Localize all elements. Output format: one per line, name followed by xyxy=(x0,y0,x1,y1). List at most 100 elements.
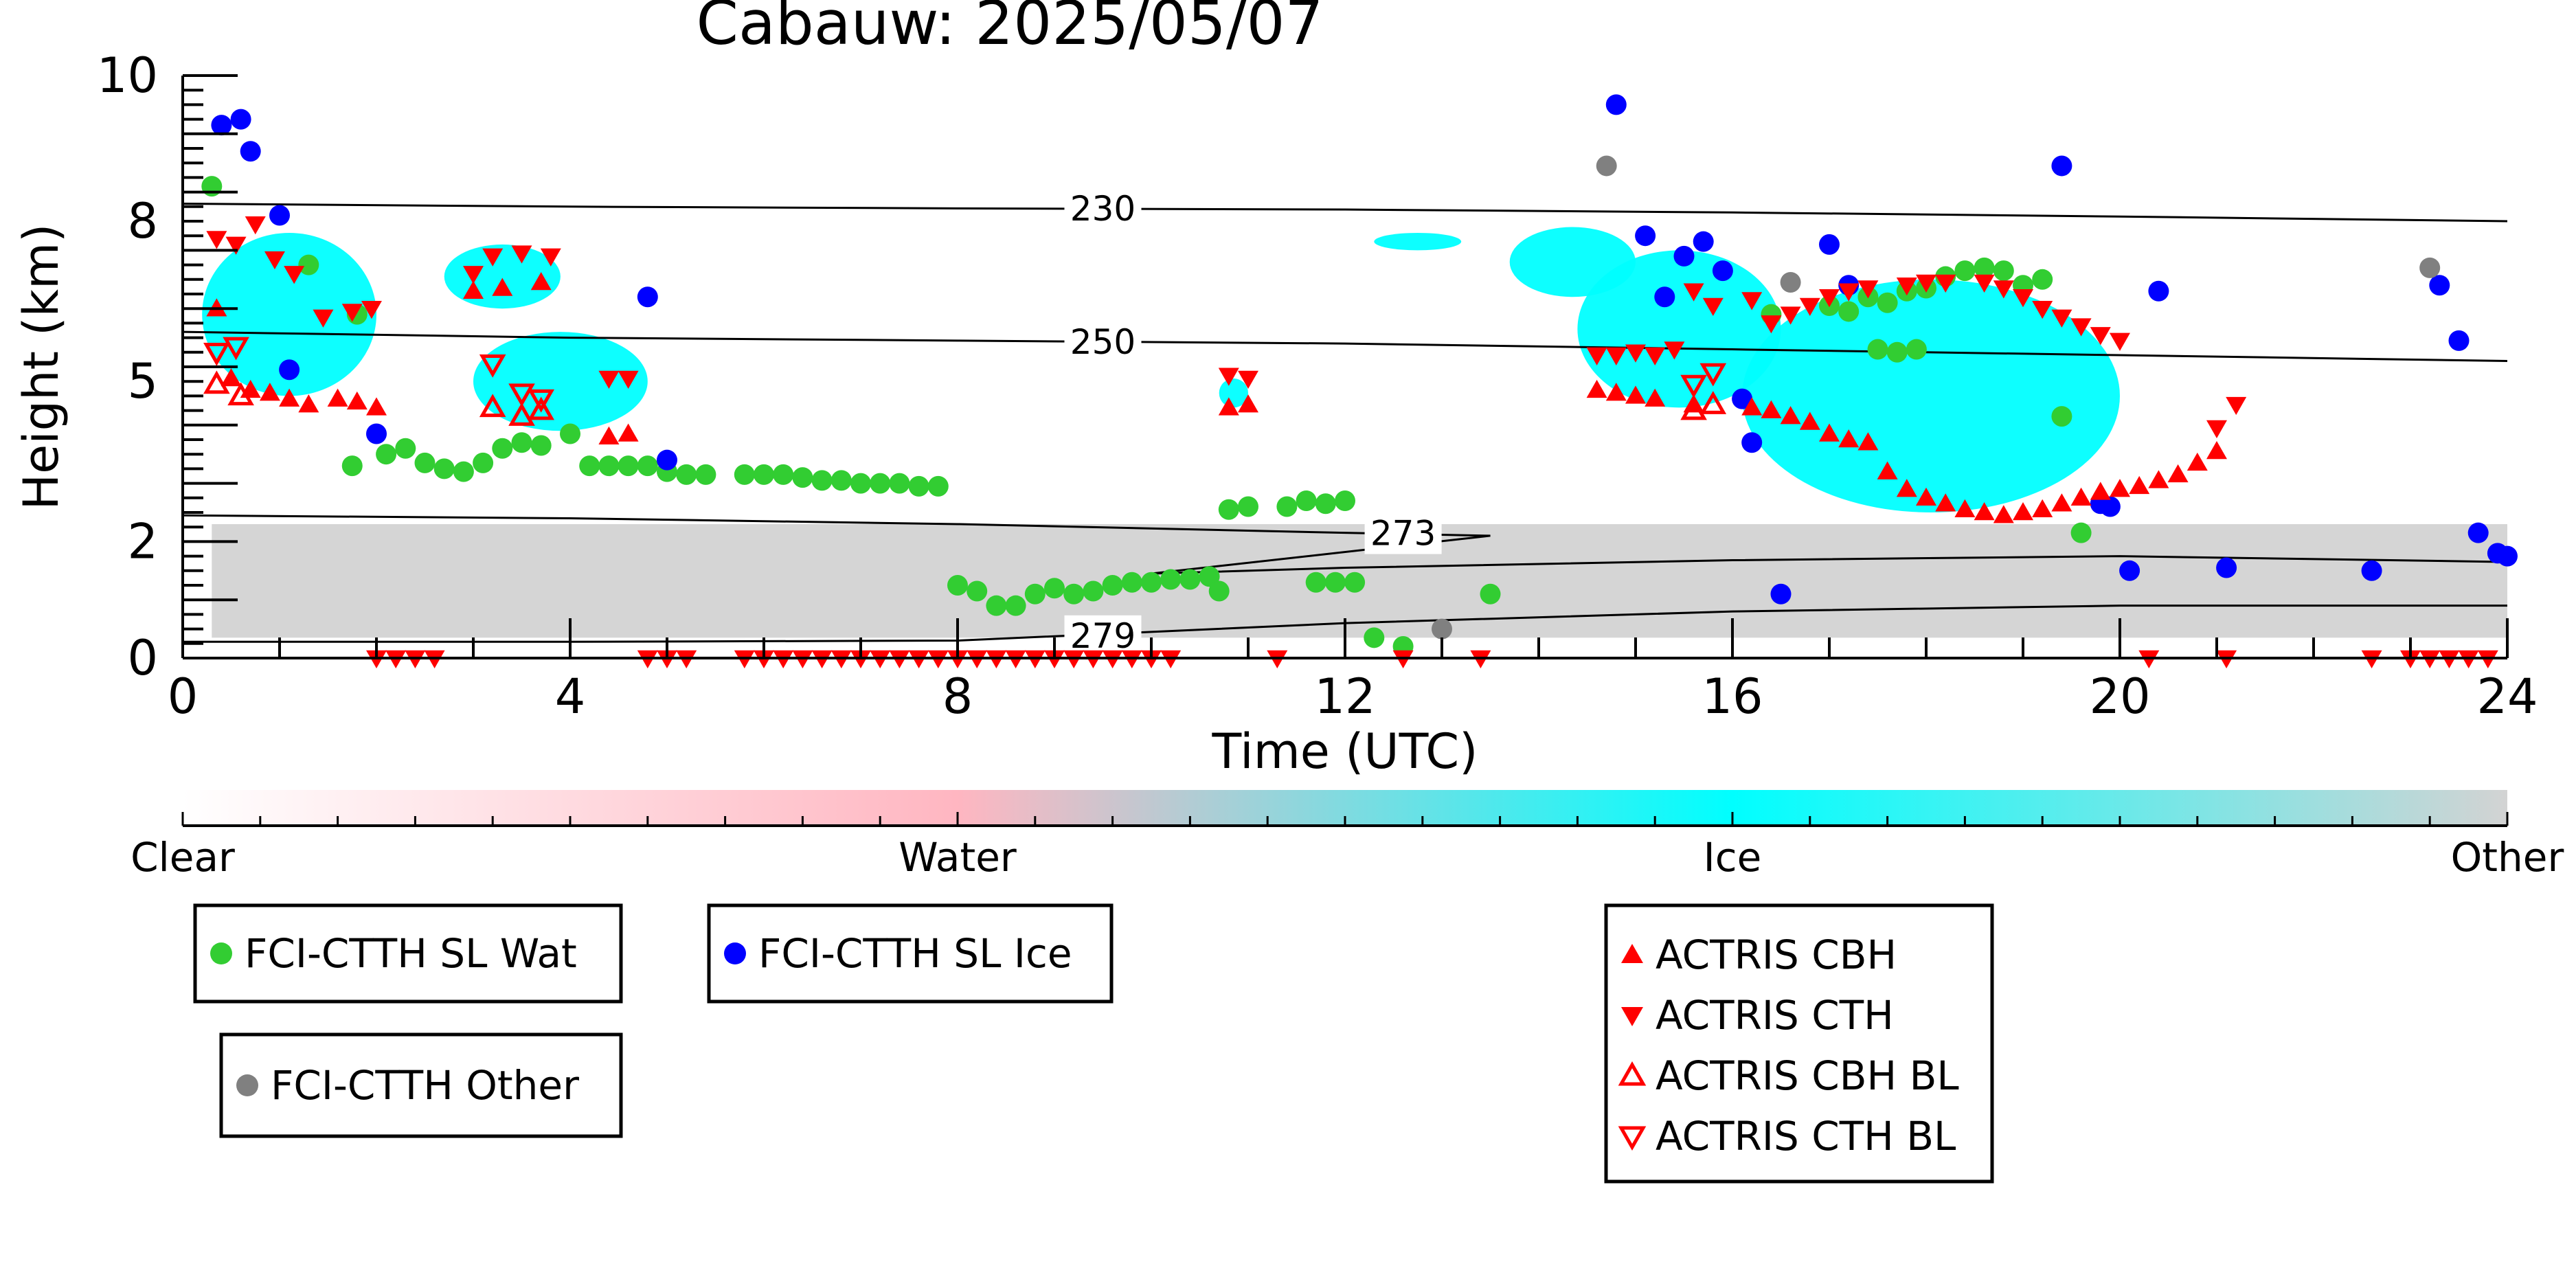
data-point xyxy=(1819,423,1840,442)
data-point xyxy=(1886,341,1908,363)
data-point xyxy=(1770,583,1792,605)
data-point xyxy=(298,254,319,275)
data-point xyxy=(1896,479,1917,497)
data-point xyxy=(1605,383,1627,401)
cloud-region-1 xyxy=(202,232,376,396)
contour-label-279: 279 xyxy=(1070,616,1136,656)
series-actris-surface xyxy=(366,650,2498,668)
data-point xyxy=(2090,482,2111,500)
data-point xyxy=(473,452,494,473)
contour-label-bg xyxy=(1364,512,1442,554)
data-point xyxy=(1974,502,1995,521)
contour-label-bg xyxy=(1064,615,1142,657)
data-point xyxy=(1625,385,1646,404)
x-tick-label: 12 xyxy=(1314,668,1375,725)
data-point xyxy=(1160,569,1182,590)
data-point xyxy=(908,475,929,497)
data-point xyxy=(2090,327,2111,346)
data-point xyxy=(657,449,677,471)
data-point xyxy=(1238,496,1258,517)
data-point xyxy=(1819,289,1840,308)
data-point xyxy=(831,470,852,491)
data-point xyxy=(1664,341,1685,360)
cloud-region-4 xyxy=(1219,378,1248,408)
colorbar-label-other: Other xyxy=(2451,834,2564,881)
data-point xyxy=(298,394,319,413)
data-point xyxy=(492,438,513,459)
legend-box-2: FCI-CTTH SL Ice xyxy=(707,903,1114,1004)
data-point xyxy=(1645,347,1666,366)
data-point xyxy=(206,231,227,249)
data-point xyxy=(528,389,555,413)
data-point xyxy=(695,464,716,485)
data-point xyxy=(1761,315,1782,334)
data-point xyxy=(2051,406,2072,427)
data-point xyxy=(889,473,910,494)
data-point xyxy=(1335,490,1355,512)
data-point xyxy=(1364,627,1385,648)
data-point xyxy=(1683,283,1704,302)
data-point xyxy=(1954,260,1976,282)
data-point xyxy=(1702,297,1724,316)
colorbar-label-water: Water xyxy=(899,834,1017,881)
data-point xyxy=(1693,231,1714,252)
data-point xyxy=(1780,306,1801,325)
data-point xyxy=(2361,560,2382,581)
plot-axes: 0 4 8 12 16 20 24 0 2 5 8 10 xyxy=(97,47,2538,725)
contour-label-273: 273 xyxy=(1370,514,1436,554)
data-point xyxy=(511,245,532,264)
legend-frame xyxy=(1604,903,1994,1184)
data-point xyxy=(1974,257,1995,278)
data-point xyxy=(259,383,280,401)
data-point xyxy=(2206,440,2227,460)
data-point xyxy=(1044,578,1065,599)
data-point xyxy=(850,473,871,494)
data-point xyxy=(1732,388,1753,409)
data-point xyxy=(2129,475,2150,495)
data-point xyxy=(1179,569,1201,590)
data-point xyxy=(1480,583,1501,605)
series-fci-ctth-sl-ice xyxy=(211,94,2518,605)
data-point xyxy=(1324,572,1346,593)
data-point xyxy=(734,464,755,485)
data-point xyxy=(240,141,261,162)
legend-label: FCI-CTTH SL Wat xyxy=(245,930,577,977)
data-point xyxy=(1673,245,1695,267)
legend-frame xyxy=(193,903,623,1004)
data-point xyxy=(395,438,416,459)
data-point xyxy=(2448,330,2470,351)
data-point xyxy=(1741,397,1763,416)
data-point xyxy=(2070,318,2092,337)
series-actris-cth-bl xyxy=(203,337,1727,413)
colorbar-ticks xyxy=(181,812,2509,826)
x-tick-label: 4 xyxy=(555,668,586,725)
data-point xyxy=(2206,420,2227,439)
data-point xyxy=(1916,487,1936,506)
data-point xyxy=(2110,332,2130,351)
data-point xyxy=(618,370,639,389)
cloud-mask-layer xyxy=(202,227,2507,638)
data-point xyxy=(530,435,552,456)
data-point xyxy=(2497,545,2518,567)
data-point xyxy=(366,423,387,444)
data-point xyxy=(2110,479,2130,497)
data-point xyxy=(2119,560,2140,581)
data-point xyxy=(284,266,305,284)
data-point xyxy=(221,368,242,387)
data-point xyxy=(927,475,949,497)
legend-marker xyxy=(1621,1007,1643,1026)
data-point xyxy=(482,248,504,267)
legend-label: ACTRIS CBH BL xyxy=(1656,1052,1959,1099)
data-point xyxy=(227,382,254,406)
data-point xyxy=(2148,470,2169,488)
data-point xyxy=(637,455,658,477)
data-point xyxy=(1218,368,1239,386)
data-point xyxy=(433,458,455,479)
data-point xyxy=(1083,580,1104,602)
data-point xyxy=(327,388,348,407)
y-tick-label: 0 xyxy=(127,630,158,686)
data-point xyxy=(1935,274,1956,293)
data-point xyxy=(811,470,833,491)
data-point xyxy=(1276,496,1298,517)
data-point xyxy=(313,309,334,328)
